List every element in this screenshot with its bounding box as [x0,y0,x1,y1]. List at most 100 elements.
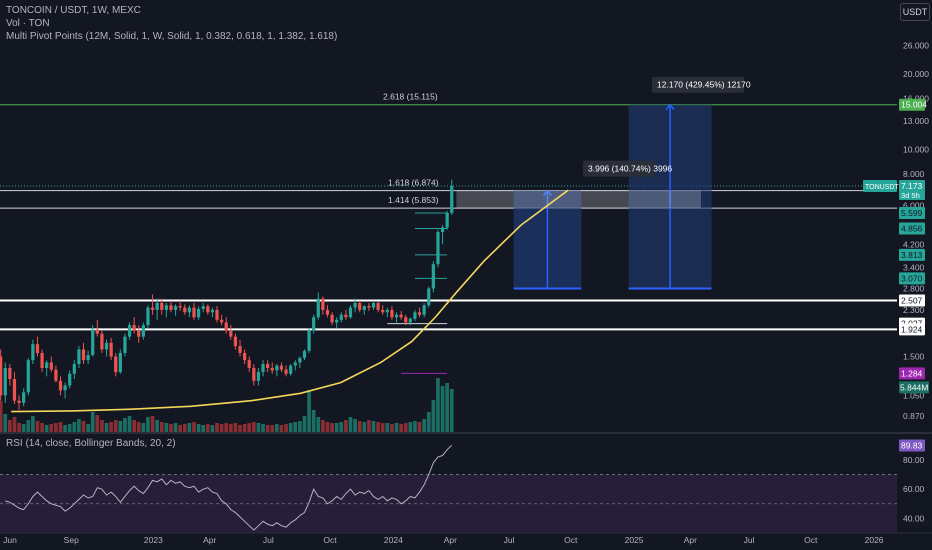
candle-body [141,325,145,337]
candle-body [109,342,113,357]
parabolic-curve [11,189,569,413]
tag-t3: 3.813 [899,248,925,261]
volume-bar [173,423,178,432]
rsi-tick-label: 60.00 [903,484,925,494]
volume-bar [293,422,298,432]
volume-bar [436,378,440,432]
volume-bar [219,424,224,432]
candle-body [123,336,127,353]
candle-body [196,308,201,318]
volume-bar [449,389,454,432]
tag-line-c: 1.924 [899,323,925,336]
candle-body [45,362,49,368]
candle-body [399,314,403,318]
measure-label-large: 12.170 (429.45%) 12170 [652,76,751,93]
volume-bar [132,420,136,432]
tag-rsi: 89.83 [899,439,925,452]
candle-body [252,367,256,381]
svg-text:15.004: 15.004 [901,100,927,110]
level-2618-label: 2.618 (15.115) [383,92,438,102]
svg-text:3d 5h: 3d 5h [901,191,920,200]
symbol-title[interactable]: TONCOIN / USDT, 1W, MEXC [6,5,141,16]
tag-t4: 3.070 [899,272,925,285]
svg-text:2.507: 2.507 [901,296,923,306]
volume-bar [288,423,293,432]
tag-pivot: 1.284 [899,367,925,380]
candle-body [233,336,238,347]
rsi-indicator-label[interactable]: RSI (14, close, Bollinger Bands, 20, 2) [6,438,176,449]
measure-label-small: 3.996 (140.74%) 3996 [583,160,672,177]
candle-body [436,232,440,265]
candle-body [238,346,242,353]
volume-bar [118,421,123,432]
volume-bar [95,415,100,432]
candle-body [58,380,63,391]
volume-bar [109,422,113,432]
candle-body [427,288,431,306]
svg-text:TONUSDT: TONUSDT [865,184,899,191]
time-tick-label: Jul [744,535,755,545]
volume-bar [348,417,353,432]
tag-t1: 5.599 [899,206,925,219]
volume-bar [8,420,12,432]
svg-text:3.070: 3.070 [901,273,923,283]
volume-bar [431,400,436,432]
volume-bar [150,416,155,432]
volume-bar [90,412,95,432]
volume-bar [422,419,426,432]
volume-bar [302,416,307,432]
candle-body [229,330,233,337]
candle-body [417,312,422,315]
candle-body [201,306,205,309]
volume-bar [63,425,67,432]
candle-body [316,298,320,318]
candle-body [450,185,454,213]
candle-body [173,306,178,310]
volume-bar [86,424,90,432]
volume-bar [242,424,247,432]
candle-body [63,385,67,391]
volume-bar [100,420,104,432]
candle-body [178,306,182,308]
candle-body [284,369,288,374]
price-tick-label: 26.000 [903,41,929,51]
volume-bar [284,424,288,432]
time-tick-label: Jul [263,535,274,545]
time-tick-label: 2026 [865,535,884,545]
candle-body [91,329,95,356]
candle-body [114,356,118,373]
candle-body [325,309,330,315]
volume-bar [353,419,357,432]
volume-indicator-label[interactable]: Vol · TON [6,18,50,29]
candle-body [12,379,17,401]
arrow-head-small [542,189,553,197]
volume-bar [261,424,265,432]
svg-text:5.599: 5.599 [901,208,923,218]
volume-bar [77,419,81,432]
candle-body [155,303,159,310]
level-1414-label: 1.414 (5.853) [388,195,439,205]
candle-body [247,360,251,368]
pivot-indicator-label[interactable]: Multi Pivot Points (12M, Solid, 1, W, So… [6,31,338,42]
candle-body [353,303,357,308]
candle-body [312,317,316,331]
candle-body [206,306,210,313]
volume-bar [251,422,256,432]
time-tick-label: 2024 [384,535,403,545]
candle-body [100,333,104,350]
candle-body [270,367,274,371]
candle-body [17,400,21,403]
volume-bar [146,417,150,432]
candle-body [160,303,164,310]
volume-bar [426,412,431,432]
volume-bar [67,424,72,432]
candle-body [266,364,270,368]
candle-body [86,355,90,361]
currency-button[interactable]: USDT [900,3,930,21]
price-tick-label: 8.000 [903,169,925,179]
candle-body [256,372,261,381]
volume-bar [403,423,408,432]
candle-body [26,360,30,393]
price-tick-label: 2.300 [903,305,925,315]
